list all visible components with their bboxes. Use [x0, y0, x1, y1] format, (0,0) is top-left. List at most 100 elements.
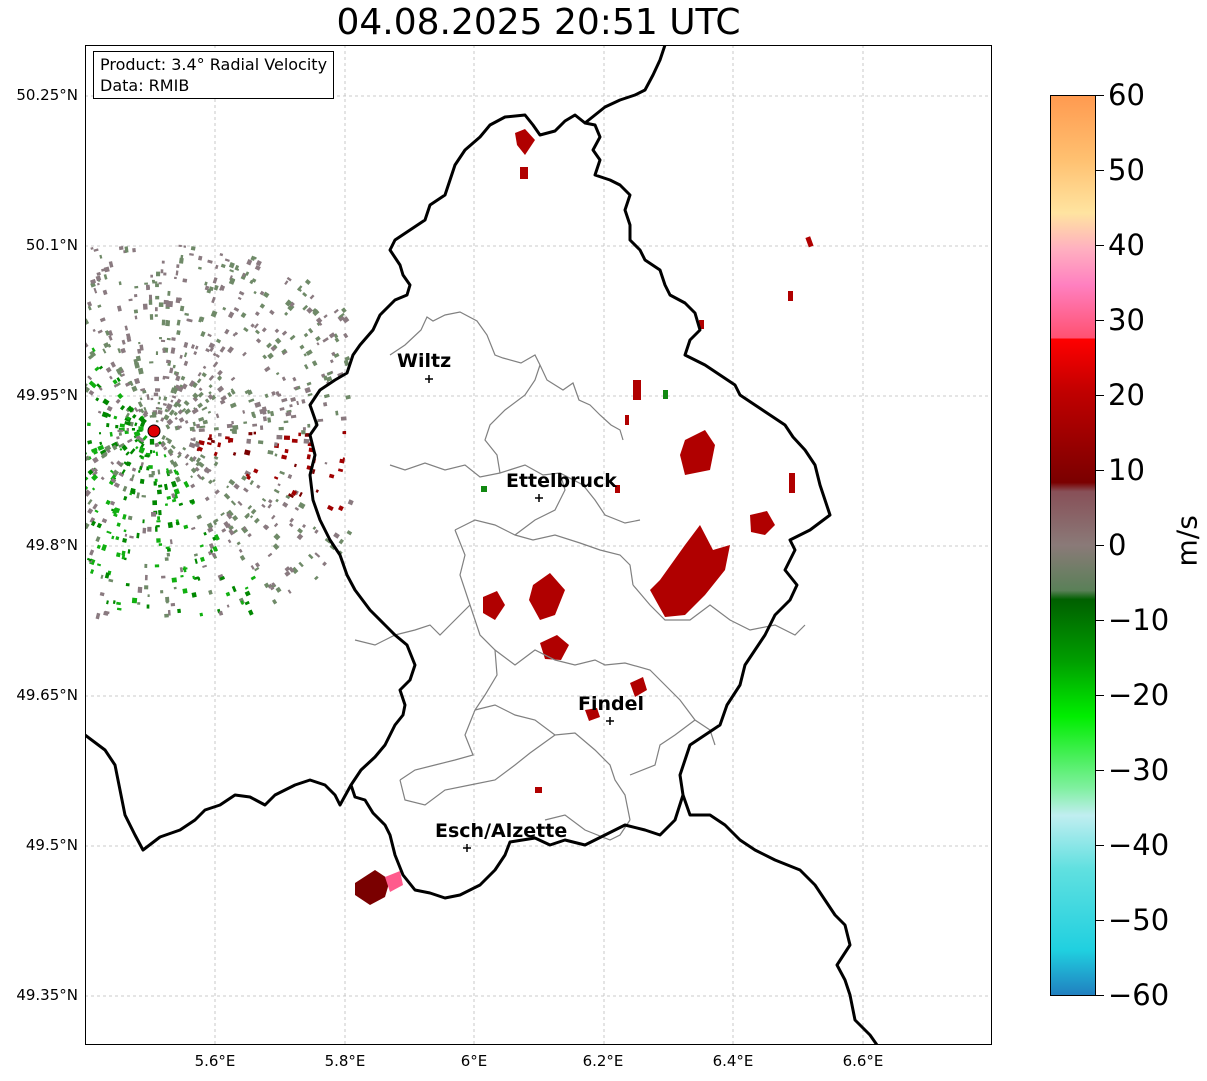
- radar-clutter-pixel: [264, 366, 271, 373]
- radar-clutter-pixel: [217, 442, 222, 448]
- colorbar-label: −30: [1108, 753, 1170, 787]
- radar-clutter-pixel: [296, 400, 300, 406]
- radar-clutter-pixel: [140, 387, 146, 392]
- radar-clutter-pixel: [211, 296, 216, 304]
- radar-clutter-pixel: [184, 419, 189, 424]
- radar-clutter-pixel: [338, 505, 344, 512]
- radar-clutter-pixel: [240, 312, 247, 319]
- radar-clutter-pixel: [242, 410, 246, 414]
- colorbar-tick: [1096, 545, 1104, 546]
- radar-clutter-pixel: [293, 385, 299, 390]
- radar-clutter-pixel: [254, 264, 261, 271]
- echo-cells: [355, 129, 814, 905]
- radar-clutter-pixel: [207, 437, 213, 441]
- radar-clutter-pixel: [171, 577, 177, 583]
- radar-clutter-pixel: [139, 478, 145, 484]
- radar-clutter-pixel: [275, 498, 279, 503]
- radar-clutter-pixel: [152, 450, 156, 453]
- radar-clutter-pixel: [308, 327, 314, 334]
- radar-clutter-pixel: [91, 279, 96, 284]
- radar-clutter-pixel: [170, 602, 176, 607]
- radar-clutter-pixel: [115, 552, 121, 558]
- radar-clutter-pixel: [337, 314, 345, 322]
- radar-clutter-pixel: [96, 522, 103, 529]
- radar-clutter-pixel: [115, 398, 121, 404]
- radar-clutter-pixel: [163, 299, 169, 305]
- radar-clutter-pixel: [329, 359, 334, 364]
- radar-clutter-pixel: [158, 396, 161, 400]
- radar-clutter-pixel: [124, 557, 127, 561]
- radar-clutter-pixel: [166, 552, 171, 557]
- radar-clutter-pixel: [251, 278, 257, 283]
- radar-clutter-pixel: [212, 479, 216, 483]
- radar-clutter-pixel: [89, 549, 95, 556]
- radar-clutter-pixel: [237, 500, 243, 506]
- radar-clutter-pixel: [208, 375, 215, 381]
- radar-clutter-pixel: [278, 426, 284, 431]
- radar-clutter-pixel: [173, 411, 178, 417]
- lon-label: 5.8°E: [324, 1052, 366, 1070]
- radar-clutter-pixel: [149, 438, 155, 445]
- radar-clutter-pixel: [342, 316, 350, 324]
- radar-clutter-pixel: [346, 530, 353, 536]
- radar-clutter-pixel: [289, 334, 296, 341]
- radar-clutter-pixel: [241, 475, 247, 481]
- radar-clutter-pixel: [121, 339, 126, 345]
- radar-clutter-pixel: [148, 465, 153, 469]
- radar-clutter-pixel: [156, 271, 161, 277]
- radar-clutter-pixel: [96, 271, 101, 276]
- colorbar-label: 20: [1108, 378, 1145, 412]
- radar-clutter-pixel: [207, 259, 213, 264]
- radar-clutter-pixel: [282, 501, 289, 508]
- radar-clutter-pixel: [213, 451, 218, 457]
- radar-clutter-pixel: [316, 342, 320, 346]
- radar-clutter-pixel: [203, 469, 208, 473]
- radar-clutter-pixel: [87, 354, 94, 360]
- radar-clutter-pixel: [207, 410, 212, 414]
- radar-clutter-pixel: [193, 553, 198, 557]
- radar-clutter-pixel: [212, 352, 217, 357]
- radar-clutter-pixel: [212, 277, 218, 284]
- radar-clutter-pixel: [153, 392, 159, 397]
- radar-clutter-pixel: [179, 567, 184, 573]
- radar-clutter-pixel: [228, 262, 235, 269]
- radar-clutter-pixel: [284, 448, 289, 454]
- colorbar-tick: [1096, 770, 1104, 771]
- radar-clutter-pixel: [301, 399, 306, 404]
- radar-clutter-pixel: [116, 601, 122, 606]
- radar-clutter-pixel: [175, 470, 180, 476]
- echo-cell: [788, 291, 793, 301]
- radar-clutter-pixel: [155, 351, 159, 356]
- radar-clutter-pixel: [263, 524, 270, 531]
- colorbar-tick: [1096, 245, 1104, 246]
- radar-clutter-pixel: [85, 522, 90, 530]
- radar-clutter-pixel: [92, 470, 98, 477]
- radar-clutter-pixel: [191, 592, 197, 598]
- radar-clutter-pixel: [196, 446, 203, 452]
- radar-clutter-pixel: [92, 456, 99, 464]
- product-label: Product: 3.4° Radial Velocity: [100, 55, 328, 74]
- radar-clutter-pixel: [92, 383, 97, 389]
- radar-clutter-pixel: [287, 474, 293, 479]
- radar-clutter-pixel: [244, 600, 250, 606]
- radar-clutter-pixel: [142, 519, 145, 524]
- radar-clutter-pixel: [166, 547, 171, 552]
- radar-clutter-pixel: [109, 431, 113, 437]
- radar-clutter-pixel: [231, 585, 237, 593]
- radar-clutter-pixel: [234, 331, 239, 336]
- radar-clutter-pixel: [254, 567, 260, 572]
- radar-clutter-pixel: [226, 423, 233, 429]
- radar-clutter-pixel: [206, 441, 212, 446]
- echo-cell: [789, 473, 795, 493]
- radar-clutter-pixel: [301, 430, 306, 435]
- radar-clutter-pixel: [111, 535, 115, 540]
- radar-clutter-pixel: [186, 318, 191, 322]
- radar-clutter-pixel: [165, 546, 170, 550]
- radar-clutter-pixel: [322, 561, 327, 567]
- radar-clutter-pixel: [160, 417, 165, 422]
- radar-clutter-pixel: [167, 448, 174, 455]
- radar-clutter-pixel: [117, 348, 122, 354]
- radar-clutter-pixel: [91, 347, 96, 353]
- radar-clutter-pixel: [229, 275, 233, 281]
- radar-clutter-pixel: [244, 513, 250, 519]
